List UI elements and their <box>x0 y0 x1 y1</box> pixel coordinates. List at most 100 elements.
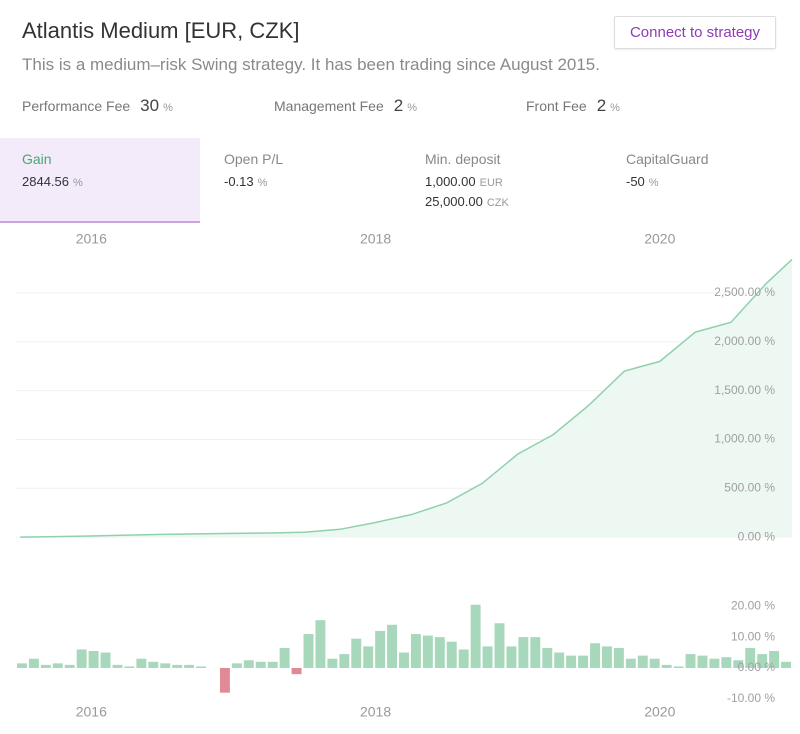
y-tick-label: -10.00 % <box>727 691 775 705</box>
monthly-bar <box>196 666 207 668</box>
monthly-bar <box>351 638 362 668</box>
monthly-bar <box>339 654 350 668</box>
connect-button[interactable]: Connect to strategy <box>614 16 776 49</box>
monthly-bar <box>291 667 302 675</box>
stat-value: 25,000.00 <box>425 194 483 209</box>
monthly-bar <box>733 660 744 668</box>
monthly-bar <box>470 604 481 668</box>
y-tick-label: 20.00 % <box>731 598 775 612</box>
y-tick-label: 500.00 % <box>724 480 775 494</box>
monthly-bar <box>494 623 505 668</box>
monthly-bar <box>375 630 386 668</box>
monthly-bar <box>685 654 696 668</box>
x-tick-label: 2016 <box>76 231 107 247</box>
monthly-bar <box>17 663 27 668</box>
fee-unit: % <box>407 102 417 114</box>
monthly-bar <box>100 652 111 668</box>
stat[interactable]: Open P/L -0.13% <box>224 151 283 191</box>
monthly-bar <box>160 663 171 668</box>
monthly-bar <box>578 655 589 668</box>
monthly-bar <box>136 658 147 668</box>
x-tick-label: 2020 <box>644 231 675 247</box>
x-tick-label: 2018 <box>360 231 391 247</box>
monthly-bar <box>506 646 517 668</box>
monthly-bar <box>530 637 541 668</box>
stat-label: CapitalGuard <box>626 151 709 167</box>
y-tick-label: 0.00 % <box>738 529 776 543</box>
monthly-bar <box>661 664 672 668</box>
fee-unit: % <box>610 102 620 114</box>
stat-label: Open P/L <box>224 151 284 167</box>
y-tick-label: 2,500.00 % <box>714 285 775 299</box>
y-tick-label: 2,000.00 % <box>714 334 775 348</box>
monthly-bar <box>303 634 314 668</box>
monthly-bar <box>697 655 708 668</box>
monthly-bar <box>566 655 577 668</box>
monthly-bar <box>590 643 600 668</box>
monthly-bar <box>64 664 75 668</box>
x-tick-label: 2016 <box>76 704 107 720</box>
monthly-bar <box>458 649 469 668</box>
stat-label: Min. deposit <box>425 151 501 167</box>
monthly-bar <box>387 624 398 668</box>
monthly-bar <box>52 663 63 668</box>
monthly-bar <box>542 647 553 668</box>
y-tick-label: 0.00 % <box>738 660 776 674</box>
stat-unit: EUR <box>479 177 503 189</box>
monthly-bar <box>219 667 230 693</box>
monthly-bar <box>721 657 732 668</box>
active-tab[interactable] <box>0 138 200 223</box>
monthly-bar <box>88 651 99 668</box>
x-tick-label: 2020 <box>644 704 675 720</box>
monthly-bar <box>613 647 624 668</box>
monthly-bar <box>649 658 660 668</box>
monthly-bar <box>781 661 791 668</box>
stat: Gain 2844.56% <box>22 151 83 191</box>
monthly-bar <box>554 652 565 668</box>
stat-unit: % <box>648 177 659 189</box>
monthly-bar <box>231 663 242 668</box>
title: Atlantis Medium [EUR, CZK] <box>22 18 300 43</box>
monthly-bar <box>279 647 290 668</box>
monthly-bar <box>434 637 445 668</box>
monthly-bar <box>399 652 409 668</box>
monthly-bar <box>112 664 123 668</box>
monthly-bar <box>482 646 493 668</box>
monthly-bar <box>40 664 51 668</box>
monthly-bar <box>267 661 278 668</box>
fee: Front Fee 2% <box>526 96 620 116</box>
stat[interactable]: Min. deposit 1,000.00 EUR 25,000.00 CZK <box>425 151 509 211</box>
stat[interactable]: CapitalGuard -50% <box>626 151 709 191</box>
monthly-bar <box>673 666 684 668</box>
monthly-bar <box>518 637 529 668</box>
monthly-bar <box>637 655 648 668</box>
stat-unit: % <box>73 177 83 189</box>
fee: Performance Fee 30% <box>22 96 173 116</box>
monthly-bar <box>601 646 612 668</box>
subtitle: This is a medium–risk Swing strategy. It… <box>22 55 600 74</box>
monthly-bar <box>172 664 183 668</box>
monthly-bar <box>769 651 780 668</box>
fee-value: 30 <box>140 96 160 115</box>
gain-area <box>20 259 793 538</box>
x-tick-label: 2018 <box>360 704 391 720</box>
stat-value: -50 <box>626 174 645 189</box>
monthly-bar <box>745 647 756 668</box>
monthly-bar <box>243 660 254 668</box>
fee-label: Front Fee <box>526 98 587 114</box>
monthly-bar <box>625 658 636 668</box>
fee-value: 2 <box>393 96 404 115</box>
y-tick-label: 1,000.00 % <box>714 432 775 446</box>
stat-value: 2844.56 <box>22 174 69 189</box>
y-tick-label: 10.00 % <box>731 629 775 643</box>
monthly-bar <box>148 661 159 668</box>
fee-unit: % <box>163 102 173 114</box>
monthly-bar <box>757 654 768 668</box>
monthly-bar <box>315 620 326 668</box>
monthly-bar <box>709 658 720 668</box>
stat-label: Gain <box>22 151 52 167</box>
monthly-bar <box>363 646 374 668</box>
monthly-bar <box>446 641 457 668</box>
